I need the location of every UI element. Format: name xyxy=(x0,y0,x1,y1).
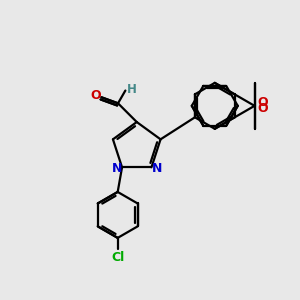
Text: O: O xyxy=(257,102,268,115)
Text: O: O xyxy=(91,89,101,102)
Text: O: O xyxy=(257,96,268,110)
Text: N: N xyxy=(152,162,162,175)
Text: Cl: Cl xyxy=(111,250,124,263)
Text: N: N xyxy=(112,162,122,175)
Text: H: H xyxy=(127,82,137,96)
